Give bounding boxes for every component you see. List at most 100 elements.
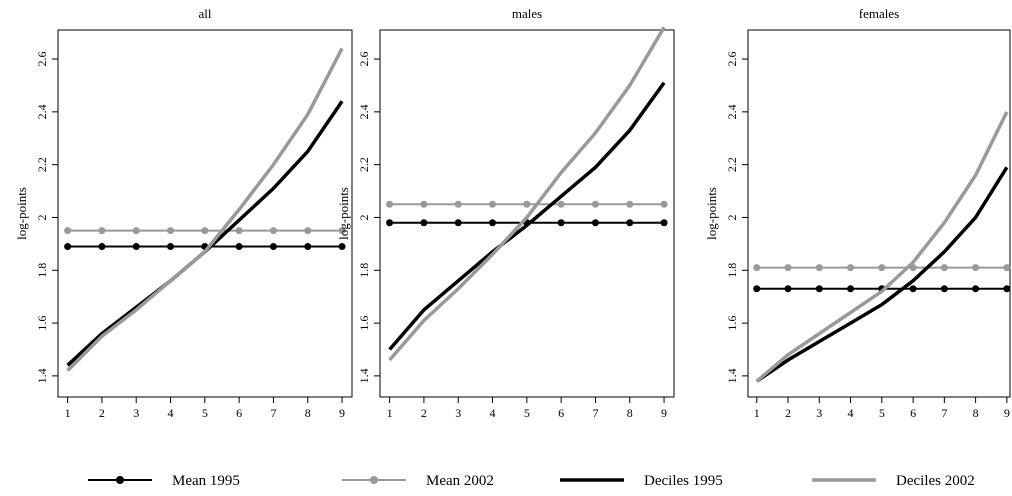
x-tick-label: 6 — [558, 406, 564, 420]
series-line — [755, 111, 1009, 383]
point — [972, 264, 980, 272]
point — [523, 200, 531, 208]
x-tick-label: 8 — [973, 406, 979, 420]
y-tick-label: 1.4 — [357, 368, 371, 383]
y-tick-label: 2.6 — [35, 52, 49, 67]
point — [940, 264, 948, 272]
point — [815, 285, 823, 293]
point — [420, 200, 428, 208]
y-tick-label: 2.6 — [725, 52, 739, 67]
point — [420, 219, 428, 227]
point — [98, 243, 106, 251]
point — [386, 200, 394, 208]
series-line — [66, 47, 344, 372]
point — [660, 219, 668, 227]
x-tick-label: 5 — [879, 406, 885, 420]
y-tick-label: 1.8 — [725, 263, 739, 278]
x-tick-label: 6 — [236, 406, 242, 420]
point — [591, 200, 599, 208]
point — [557, 200, 565, 208]
point — [489, 200, 497, 208]
y-tick-label: 1.4 — [725, 368, 739, 383]
plot-frame — [57, 29, 353, 398]
y-tick-label: 2 — [357, 214, 371, 220]
point — [847, 285, 855, 293]
point — [557, 219, 565, 227]
point — [753, 285, 761, 293]
point — [784, 285, 792, 293]
x-tick-label: 8 — [627, 406, 633, 420]
point — [909, 285, 917, 293]
x-tick-label: 3 — [455, 406, 461, 420]
x-tick-label: 8 — [305, 406, 311, 420]
x-tick-label: 7 — [941, 406, 947, 420]
panel-title: all — [199, 6, 212, 21]
x-tick-label: 1 — [754, 406, 760, 420]
point — [454, 219, 462, 227]
point — [878, 264, 886, 272]
x-tick-label: 9 — [339, 406, 345, 420]
point — [660, 200, 668, 208]
x-tick-label: 7 — [270, 406, 276, 420]
point — [132, 243, 140, 251]
y-axis-label: log-points — [704, 187, 719, 240]
y-tick-label: 2.6 — [357, 52, 371, 67]
point — [235, 243, 243, 251]
point — [591, 219, 599, 227]
legend-label: Mean 2002 — [426, 473, 494, 489]
x-tick-label: 1 — [387, 406, 393, 420]
y-tick-label: 1.6 — [725, 316, 739, 331]
legend-label: Deciles 1995 — [644, 473, 723, 489]
y-tick-label: 1.8 — [35, 263, 49, 278]
legend-marker — [116, 476, 124, 484]
point — [304, 243, 312, 251]
y-tick-label: 2.4 — [725, 104, 739, 119]
point — [235, 227, 243, 235]
point — [167, 243, 175, 251]
point — [454, 200, 462, 208]
point — [940, 285, 948, 293]
y-tick-label: 2 — [35, 214, 49, 220]
y-tick-label: 2 — [725, 214, 739, 220]
point — [847, 264, 855, 272]
point — [815, 264, 823, 272]
y-tick-label: 2.2 — [357, 157, 371, 172]
point — [98, 227, 106, 235]
legend-label: Deciles 2002 — [896, 473, 975, 489]
point — [167, 227, 175, 235]
legend-label: Mean 1995 — [172, 473, 240, 489]
x-tick-label: 9 — [1004, 406, 1010, 420]
y-tick-label: 2.2 — [725, 157, 739, 172]
point — [64, 227, 72, 235]
x-tick-label: 4 — [490, 406, 496, 420]
panel-title: males — [512, 6, 542, 21]
y-tick-label: 2.2 — [35, 157, 49, 172]
point — [489, 219, 497, 227]
point — [201, 227, 209, 235]
y-tick-label: 2.4 — [35, 104, 49, 119]
y-tick-label: 1.4 — [35, 368, 49, 383]
series-line — [388, 81, 666, 351]
point — [972, 285, 980, 293]
point — [64, 243, 72, 251]
legend-marker — [370, 476, 378, 484]
point — [304, 227, 312, 235]
x-tick-label: 5 — [202, 406, 208, 420]
panel-title: females — [859, 6, 899, 21]
point — [338, 243, 346, 251]
series-line — [755, 166, 1009, 383]
y-axis-label: log-points — [336, 187, 351, 240]
x-tick-label: 5 — [524, 406, 530, 420]
x-tick-label: 3 — [133, 406, 139, 420]
plot-frame — [747, 29, 1011, 398]
point — [753, 264, 761, 272]
y-tick-label: 1.8 — [357, 263, 371, 278]
series-line — [388, 26, 666, 362]
point — [338, 227, 346, 235]
y-axis-label: log-points — [14, 187, 29, 240]
x-tick-label: 2 — [99, 406, 105, 420]
point — [269, 227, 277, 235]
y-tick-label: 1.6 — [35, 316, 49, 331]
x-tick-label: 2 — [421, 406, 427, 420]
y-tick-label: 2.4 — [357, 104, 371, 119]
